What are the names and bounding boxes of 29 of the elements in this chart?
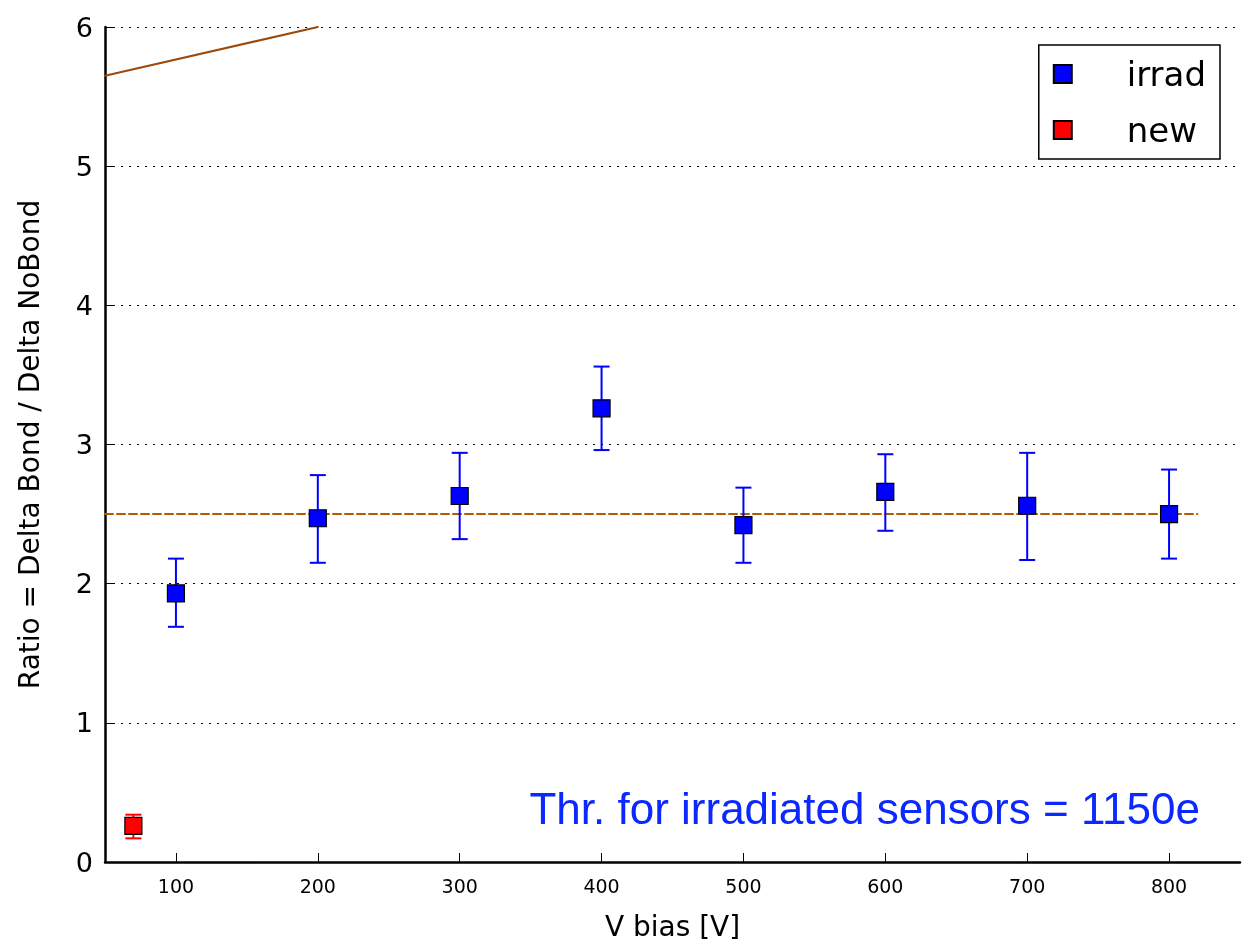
x-tick-label: 200 bbox=[299, 874, 336, 897]
point bbox=[124, 816, 143, 835]
y-tick-label: 3 bbox=[75, 429, 93, 460]
y-tick-label: 6 bbox=[75, 11, 93, 43]
y-axis-title: Ratio = Delta Bond / Delta NoBond bbox=[12, 199, 46, 690]
point bbox=[876, 482, 895, 501]
y-tick-label: 0 bbox=[75, 846, 93, 878]
annotation: Thr. for irradiated sensors = 1150e bbox=[529, 783, 1201, 833]
y-tick-label: 2 bbox=[75, 568, 93, 600]
x-tick-label: 700 bbox=[1009, 874, 1046, 897]
x-tick-label: 800 bbox=[1150, 874, 1188, 897]
point bbox=[734, 516, 753, 535]
legend-label: irrad bbox=[1126, 54, 1207, 94]
x-tick-label: 600 bbox=[867, 874, 904, 897]
x-axis-title: V bias [V] bbox=[604, 909, 741, 943]
point bbox=[1018, 496, 1037, 515]
y-tick-label: 5 bbox=[75, 150, 93, 182]
point bbox=[592, 399, 611, 418]
y-tick-label: 1 bbox=[75, 707, 93, 739]
point bbox=[308, 509, 327, 528]
x-tick-label: 100 bbox=[157, 874, 195, 897]
x-tick-label: 300 bbox=[441, 874, 478, 897]
x-tick-label: 500 bbox=[725, 874, 762, 897]
x-tick-label: 400 bbox=[583, 874, 620, 897]
point bbox=[450, 486, 469, 506]
legend-label: new bbox=[1126, 110, 1198, 150]
point bbox=[1159, 504, 1179, 524]
y-tick-label: 4 bbox=[75, 289, 93, 321]
point bbox=[166, 584, 186, 603]
